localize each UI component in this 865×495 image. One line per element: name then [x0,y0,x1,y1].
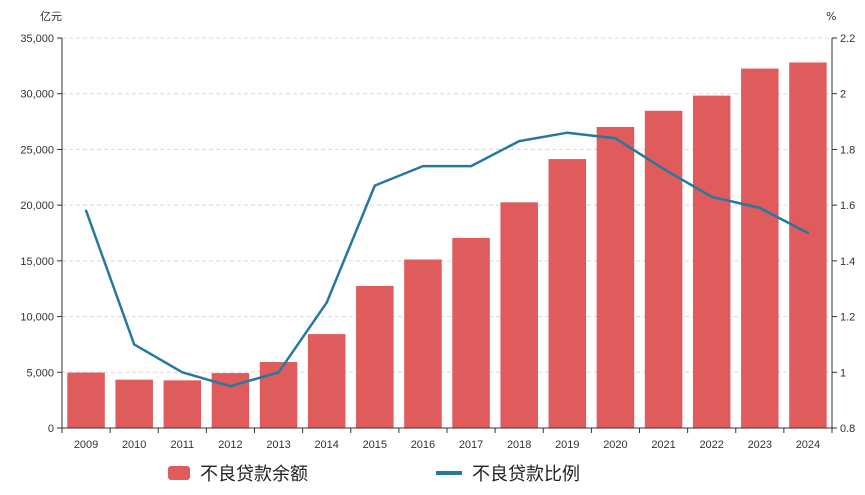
right-tick-label: 2 [840,89,846,101]
ratio-point-2020 [614,137,617,140]
ratio-point-2011 [181,371,184,374]
bar-2014 [307,334,346,428]
line-series [84,131,810,388]
ratio-point-2009 [84,209,88,212]
left-axis-unit: 亿元 [40,10,62,23]
x-tick-label: 2012 [218,439,242,451]
right-tick-label: 1.4 [840,256,855,268]
x-tick-label: 2017 [459,439,483,451]
x-tick-label: 2024 [796,439,820,451]
right-tick-label: 0.8 [840,423,855,435]
left-tick-label: 30,000 [20,89,54,101]
bar-2017 [452,237,490,428]
x-tick-label: 2011 [170,439,194,451]
ratio-point-2022 [710,195,713,198]
bar-2015 [356,285,394,428]
ratio-point-2024 [806,231,810,235]
right-tick-label: 1 [840,367,846,379]
bar-2020 [596,126,635,429]
left-tick-label: 20,000 [20,200,54,212]
x-tick-label: 2013 [266,439,290,451]
legend-label-line: 不良贷款比例 [472,464,580,485]
ratio-point-2013 [277,371,280,374]
x-tick-label: 2016 [411,439,435,451]
right-tick-label: 1.8 [840,144,855,156]
x-tick-label: 2022 [699,439,723,451]
bar-2021 [644,110,683,429]
bar-2011 [163,380,202,428]
x-tick-label: 2018 [507,439,531,451]
ratio-point-2015 [373,184,377,187]
left-tick-label: 5,000 [26,367,54,379]
ratio-point-2016 [421,164,425,168]
ratio-point-2021 [662,167,665,171]
ratio-line [84,131,809,388]
left-y-tick-labels: 0 5,000 10,000 15,000 20,000 25,000 30,000 35,0… [20,33,54,435]
legend-line-swatch [436,471,462,475]
ratio-point-2019 [566,131,569,134]
legend-bar-swatch [168,466,190,480]
bar-series [67,62,827,429]
ratio-point-2010 [132,343,136,346]
ratio-point-2023 [758,206,762,210]
bar-2016 [404,259,442,428]
bar-2024 [789,62,827,429]
axes [57,37,837,433]
right-tick-label: 2.2 [840,33,855,45]
gridlines [62,37,832,373]
x-tick-label: 2010 [122,439,146,451]
x-tick-label: 2021 [651,439,675,451]
ratio-point-2018 [517,139,521,143]
ratio-point-2014 [325,301,328,304]
right-y-tick-labels: 0.8 1 1.2 1.4 1.6 1.8 2 2.2 [840,33,855,435]
x-tick-label: 2019 [555,439,579,451]
bar-2010 [115,379,153,428]
right-tick-label: 1.6 [840,200,855,212]
x-tick-label: 2023 [748,439,772,451]
ratio-point-2017 [469,164,473,168]
left-tick-label: 35,000 [20,33,54,45]
bar-2018 [500,202,538,428]
right-axis-unit: % [826,10,836,23]
left-tick-label: 10,000 [20,312,54,324]
bar-2019 [548,159,587,428]
ratio-point-2012 [229,385,232,388]
right-tick-label: 1.2 [840,312,855,324]
left-tick-label: 0 [48,423,54,435]
x-tick-labels: 2009 2010 2011 2012 2013 2014 2015 2016 2017 2018… [74,439,820,451]
left-tick-label: 15,000 [20,256,54,268]
legend-label-bar: 不良贷款余额 [200,464,308,485]
legend-item-bar[interactable]: 不良贷款余额 [168,458,308,488]
x-tick-label: 2009 [74,439,98,451]
legend: 不良贷款余额 不良贷款比例 [0,458,865,488]
bar-2022 [692,95,731,428]
x-tick-label: 2020 [603,439,627,451]
x-tick-label: 2014 [314,439,338,451]
legend-item-line[interactable]: 不良贷款比例 [436,458,580,488]
bar-2023 [741,68,779,429]
x-tick-label: 2015 [363,439,387,451]
left-tick-label: 25,000 [20,144,54,156]
bar-2009 [67,372,105,428]
